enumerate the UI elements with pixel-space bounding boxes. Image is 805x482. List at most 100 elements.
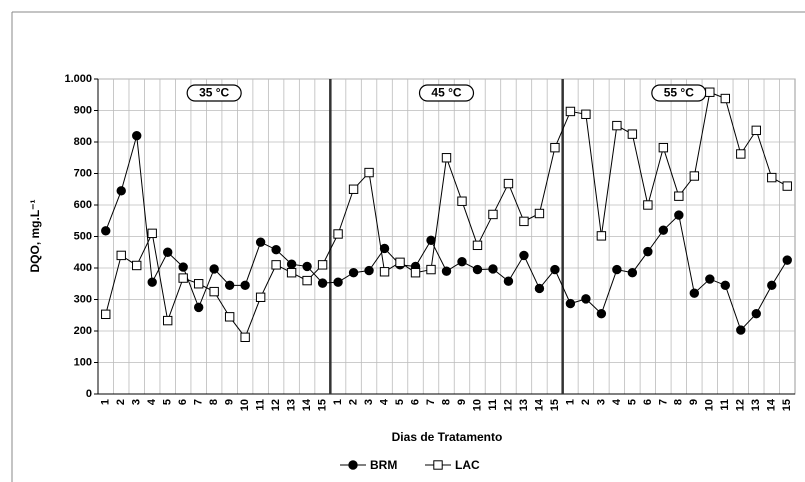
point [209, 264, 219, 274]
point [240, 332, 250, 343]
point [472, 264, 483, 275]
x-tick-label: 6 [177, 399, 189, 405]
x-tick-label: 8 [673, 399, 685, 405]
x-tick-label: 11 [719, 399, 731, 411]
legend-label: LAC [455, 458, 480, 472]
annotation: 55 °C [664, 86, 694, 100]
point [612, 120, 622, 131]
x-tick-label: 14 [533, 398, 545, 411]
point [534, 283, 545, 294]
point [658, 142, 669, 153]
point [689, 171, 700, 181]
point [581, 109, 591, 119]
point [317, 278, 328, 288]
point [240, 280, 250, 291]
x-tick-label: 13 [286, 399, 298, 411]
point [720, 93, 730, 104]
x-tick-label: 14 [766, 398, 778, 411]
x-tick-label: 5 [394, 399, 406, 405]
point [519, 216, 529, 227]
point [488, 209, 498, 220]
x-tick-label: 10 [704, 399, 716, 411]
point [101, 226, 111, 236]
point [503, 276, 514, 286]
point [643, 246, 653, 257]
point [193, 302, 204, 313]
point [333, 277, 343, 287]
x-tick-label: 8 [440, 399, 452, 405]
point [674, 191, 684, 201]
point [689, 288, 700, 298]
series-line [105, 91, 788, 339]
x-tick-label: 8 [208, 399, 220, 405]
x-tick-label: 4 [611, 398, 623, 405]
point [612, 264, 622, 275]
point [410, 268, 421, 278]
point [767, 280, 777, 291]
x-tick-label: 15 [781, 399, 793, 411]
point [736, 325, 746, 335]
x-tick-label: 4 [146, 398, 158, 405]
point [596, 308, 607, 319]
point [782, 255, 792, 265]
point [627, 268, 638, 278]
point [317, 260, 328, 270]
y-tick-label: 100 [74, 356, 92, 368]
point [178, 273, 188, 283]
y-tick-label: 700 [74, 167, 92, 179]
point [271, 245, 281, 255]
point [441, 266, 452, 276]
point [596, 231, 607, 241]
x-tick-label: 15 [316, 399, 328, 411]
point [457, 196, 467, 206]
point [782, 181, 792, 191]
point [209, 286, 219, 297]
x-tick-label: 10 [239, 399, 251, 411]
x-tick-label: 13 [750, 399, 762, 411]
x-tick-label: 1 [100, 399, 112, 405]
point [255, 292, 266, 302]
point [550, 142, 560, 153]
point [751, 125, 761, 136]
annotation-box [418, 84, 475, 102]
series-line [105, 135, 788, 331]
x-tick-label: 3 [595, 399, 607, 405]
annotation: 35 °C [199, 86, 229, 100]
point [720, 280, 730, 291]
point [178, 262, 188, 272]
legend-label: BRM [370, 458, 397, 472]
x-tick-label: 5 [626, 399, 638, 405]
point [643, 200, 653, 210]
y-tick-label: 300 [74, 293, 92, 305]
y-tick-label: 600 [74, 199, 92, 211]
point [302, 261, 312, 272]
x-tick-label: 3 [363, 399, 375, 405]
point [379, 267, 390, 277]
x-tick-label: 12 [502, 399, 514, 411]
legend-marker [348, 460, 358, 470]
point [348, 268, 359, 278]
point [457, 257, 467, 267]
point [224, 312, 235, 322]
x-tick-label: 6 [642, 399, 654, 405]
point [627, 129, 638, 139]
y-tick-label: 500 [74, 230, 92, 242]
point [550, 264, 560, 275]
y-axis-title: DQO, mg.L⁻¹ [28, 200, 42, 273]
point [488, 264, 498, 274]
x-tick-label: 14 [301, 398, 313, 411]
point [565, 298, 576, 309]
point [224, 280, 235, 291]
x-tick-label: 2 [580, 399, 592, 405]
x-tick-label: 11 [255, 399, 267, 411]
point [271, 260, 281, 270]
point [286, 259, 297, 269]
annotation: 45 °C [431, 86, 461, 100]
point [565, 106, 576, 117]
x-tick-label: 7 [657, 399, 669, 405]
point [395, 257, 405, 268]
y-tick-label: 200 [74, 325, 92, 337]
x-tick-label: 1 [564, 399, 576, 405]
x-tick-label: 13 [518, 399, 530, 411]
point [379, 243, 390, 254]
